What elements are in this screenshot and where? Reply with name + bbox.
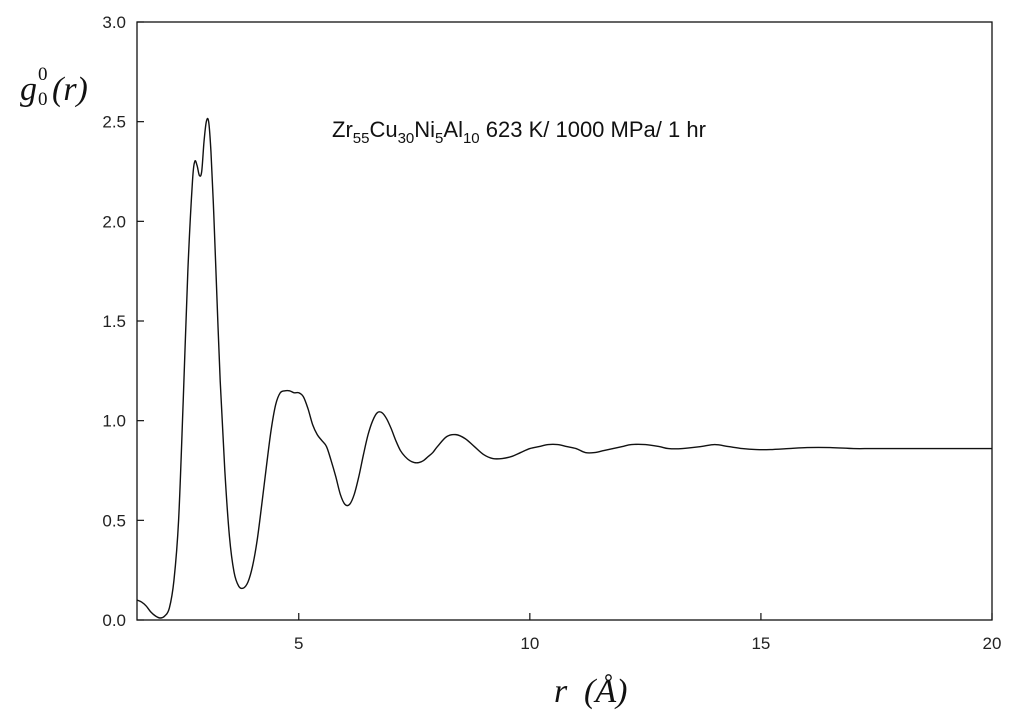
annotation-subscript: 5 bbox=[435, 130, 443, 147]
annotation-text: Zr bbox=[332, 117, 353, 142]
y-axis-label: g bbox=[20, 71, 37, 108]
y-tick-label: 0.0 bbox=[102, 611, 126, 630]
chart-annotation: Zr55Cu30Ni5Al10 623 K/ 1000 MPa/ 1 hr bbox=[332, 117, 706, 147]
x-axis-label-unit: (Å) bbox=[584, 673, 627, 710]
y-axis-ticks: 0.0 0.5 1.0 1.5 2.0 2.5 3.0 bbox=[102, 13, 144, 630]
annotation-subscript: 55 bbox=[353, 130, 370, 147]
x-tick-label: 5 bbox=[294, 634, 303, 653]
series-line bbox=[136, 117, 992, 619]
annotation-text: Cu bbox=[369, 117, 397, 142]
y-tick-label: 0.5 bbox=[102, 511, 126, 530]
y-tick-label: 3.0 bbox=[102, 13, 126, 32]
y-tick-label: 2.0 bbox=[102, 212, 126, 231]
x-tick-label: 10 bbox=[520, 634, 539, 653]
annotation-text: Al bbox=[443, 117, 463, 142]
y-tick-label: 1.5 bbox=[102, 312, 126, 331]
x-axis-label-var: r bbox=[554, 673, 568, 710]
annotation-text: Ni bbox=[414, 117, 435, 142]
y-axis-label-sup: 0 bbox=[38, 64, 48, 85]
x-axis-ticks: 5 10 15 20 bbox=[294, 613, 1001, 653]
annotation-subscript: 10 bbox=[463, 130, 480, 147]
x-tick-label: 20 bbox=[983, 634, 1002, 653]
annotation-subscript: 30 bbox=[398, 130, 415, 147]
x-tick-label: 15 bbox=[751, 634, 770, 653]
annotation-text: 623 K/ 1000 MPa/ 1 hr bbox=[480, 117, 706, 142]
y-tick-label: 2.5 bbox=[102, 113, 126, 132]
y-axis-label-arg: (r) bbox=[52, 71, 88, 108]
plot-frame bbox=[136, 21, 993, 621]
y-axis-label-sub: 0 bbox=[38, 89, 48, 110]
y-tick-label: 1.0 bbox=[102, 412, 126, 431]
y-label-base: g bbox=[20, 71, 37, 108]
